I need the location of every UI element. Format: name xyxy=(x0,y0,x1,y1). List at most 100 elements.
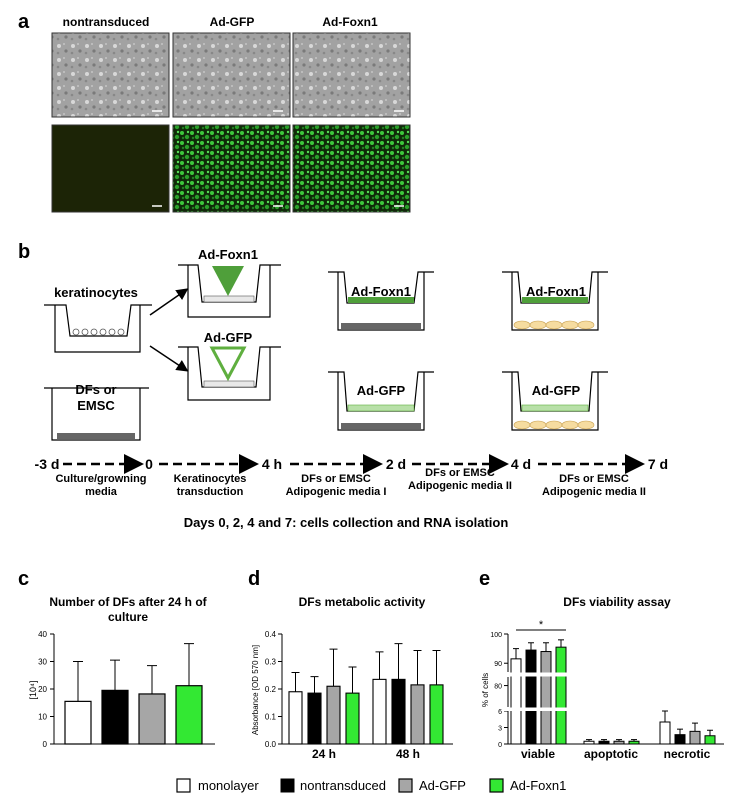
arrow-to-gfp xyxy=(149,345,189,372)
well-keratinocytes xyxy=(44,304,152,353)
chart-e-title: DFs viability assay xyxy=(563,595,671,609)
timeline: -3 d 0 4 h 2 d 4 d 7 d Culture/growning … xyxy=(35,454,668,498)
chart-c-bar xyxy=(64,700,92,745)
chart-e-ytick-label: 6 xyxy=(498,709,502,716)
chart-c-ytick-label: 30 xyxy=(38,658,47,667)
panel-d-letter: d xyxy=(248,568,260,590)
timeline-point-2: 4 h xyxy=(262,456,282,472)
chart-d-ytick-label: 0.1 xyxy=(265,713,277,722)
step-3-line-2: Adipogenic media I xyxy=(286,486,387,498)
chart-c-bar xyxy=(138,693,166,745)
col-label-ad-foxn1: Ad-Foxn1 xyxy=(322,15,378,29)
legend-swatch-nontransduced xyxy=(280,778,295,793)
chart-c-bar xyxy=(175,685,203,745)
chart-d-ytick-label: 0.3 xyxy=(265,658,277,667)
well-gfp-coculture-1 xyxy=(328,371,434,431)
chart-e: DFs viability assay % of cells 0 3 6 80 90 100 v… xyxy=(481,595,724,761)
step-4-line-1: DFs or EMSC xyxy=(425,467,495,479)
step-3-line-1: DFs or EMSC xyxy=(301,473,371,485)
chart-e-ytick-label: 0 xyxy=(498,742,502,749)
chart-e-bar xyxy=(628,740,640,745)
chart-c-ytick-label: 40 xyxy=(38,630,47,639)
chart-d-title: DFs metabolic activity xyxy=(299,595,426,609)
chart-e-ytick-label: 90 xyxy=(494,661,502,668)
chart-e-axis-break-lower xyxy=(503,707,575,711)
chart-d-bar xyxy=(429,684,444,745)
chart-e-bar xyxy=(583,740,595,745)
col-label-nontransduced: nontransduced xyxy=(63,15,150,29)
chart-c-ytick-label: 10 xyxy=(38,713,47,722)
chart-d-bar xyxy=(288,691,303,745)
chart-e-bar xyxy=(525,649,537,745)
keratinocytes-gfp-row xyxy=(203,380,255,388)
keratinocyte-cells xyxy=(72,328,125,336)
label-gfp-coculture-2: Ad-GFP xyxy=(532,383,581,398)
label-foxn1-transduction: Ad-Foxn1 xyxy=(198,247,258,262)
col-label-ad-gfp: Ad-GFP xyxy=(210,15,255,29)
chart-e-xtick-label: necrotic xyxy=(664,747,711,761)
chart-e-ytick-label: 3 xyxy=(498,726,502,733)
chart-e-bar xyxy=(598,740,610,745)
chart-d-xtick-label: 48 h xyxy=(396,747,420,761)
chart-e-bar xyxy=(704,735,716,745)
chart-d-bar xyxy=(326,685,341,745)
legend-label-ad-gfp: Ad-GFP xyxy=(419,778,466,793)
legend: monolayer nontransduced Ad-GFP Ad-Foxn1 xyxy=(176,778,566,793)
foxn1-layer-2 xyxy=(522,297,588,303)
step-1-line-2: media xyxy=(85,486,118,498)
scale-bars xyxy=(152,110,404,207)
chart-d: DFs metabolic activity Absorbance [OD 570… xyxy=(251,595,453,761)
chart-e-bar xyxy=(510,658,522,745)
legend-swatch-ad-gfp xyxy=(398,778,413,793)
chart-e-ytick-label: 100 xyxy=(490,632,502,639)
arrow-to-foxn1 xyxy=(149,288,189,316)
label-gfp-transduction: Ad-GFP xyxy=(204,330,253,345)
timeline-point-5: 7 d xyxy=(648,456,668,472)
chart-d-ytick-label: 0.2 xyxy=(265,685,277,694)
chart-e-bar xyxy=(689,730,701,745)
label-gfp-coculture-1: Ad-GFP xyxy=(357,383,406,398)
adipocytes-2 xyxy=(513,420,595,430)
chart-e-ylabel: % of cells xyxy=(481,673,490,707)
well-dfs xyxy=(44,387,149,441)
panel-e-letter: e xyxy=(479,568,490,590)
micrograph-phase-ad-gfp xyxy=(172,32,291,118)
chart-e-bar xyxy=(674,734,686,745)
timeline-point-4: 4 d xyxy=(511,456,531,472)
chart-e-xtick-label: apoptotic xyxy=(584,747,638,761)
chart-c-ylabel: [10⁴] xyxy=(28,681,38,700)
label-dfs-or: DFs or xyxy=(75,382,116,397)
chart-d-bar xyxy=(410,684,425,745)
chart-e-bar xyxy=(555,646,567,745)
panel-c-letter: c xyxy=(18,568,29,590)
chart-e-axis-break-upper xyxy=(503,672,575,677)
label-keratinocytes: keratinocytes xyxy=(54,285,138,300)
micrograph-fluor-ad-gfp xyxy=(172,124,291,213)
chart-e-significance-marker: * xyxy=(539,619,544,631)
chart-e-bar xyxy=(540,651,552,745)
keratinocytes-foxn1-row xyxy=(203,295,255,303)
dfs-layer xyxy=(57,433,135,439)
chart-c-ytick-label: 0 xyxy=(43,740,48,749)
panel-b-letter: b xyxy=(18,241,30,263)
chart-d-ytick-label: 0.4 xyxy=(265,630,277,639)
step-2-line-1: Keratinocytes xyxy=(174,473,247,485)
chart-e-xtick-label: viable xyxy=(521,747,555,761)
virus-foxn1-icon xyxy=(212,266,244,296)
chart-d-bar xyxy=(391,678,406,745)
label-foxn1-coculture-2: Ad-Foxn1 xyxy=(526,284,586,299)
chart-d-ylabel: Absorbance [OD 570 nm] xyxy=(251,645,260,735)
label-foxn1-coculture-1: Ad-Foxn1 xyxy=(351,284,411,299)
micrograph-fluor-ad-foxn1 xyxy=(292,124,411,213)
legend-swatch-ad-foxn1 xyxy=(489,778,504,793)
chart-c-title-line-1: Number of DFs after 24 h of xyxy=(49,595,207,609)
timeline-point-0: -3 d xyxy=(35,456,60,472)
label-emsc: EMSC xyxy=(77,398,115,413)
step-5-line-2: Adipogenic media II xyxy=(542,486,646,498)
micrograph-fluor-nontransduced xyxy=(51,124,170,213)
chart-e-ytick-label: 80 xyxy=(494,684,502,691)
panel-a-letter: a xyxy=(18,11,30,33)
gfp-layer-2 xyxy=(521,404,589,412)
